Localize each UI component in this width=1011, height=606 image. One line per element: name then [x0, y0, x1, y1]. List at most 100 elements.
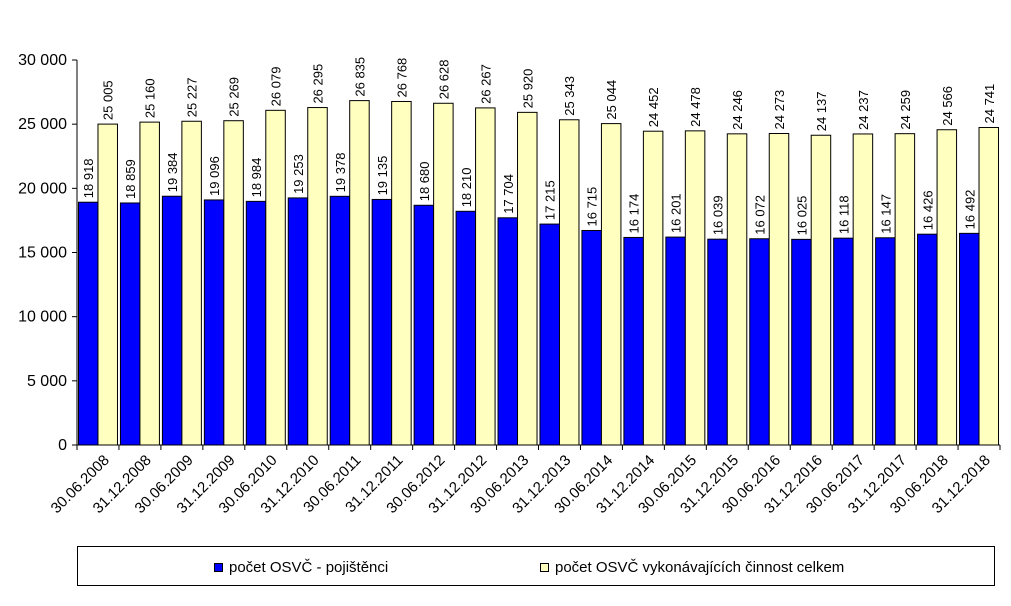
data-label-series-2: 26 267	[478, 64, 493, 104]
data-label-series-1: 16 025	[794, 196, 809, 236]
data-label-series-1: 18 210	[459, 168, 474, 208]
legend-label-series-2: počet OSVČ vykonávajících činnost celkem	[555, 559, 845, 576]
bar-series-1	[833, 237, 854, 446]
data-label-series-1: 19 253	[291, 154, 306, 194]
data-label-series-1: 16 147	[878, 194, 893, 234]
data-label-series-2: 24 478	[688, 87, 703, 127]
bar-series-2	[894, 133, 916, 446]
legend: počet OSVČ - pojištěnci počet OSVČ vykon…	[77, 546, 995, 586]
data-label-series-2: 26 835	[352, 57, 367, 97]
data-label-series-2: 24 566	[940, 86, 955, 126]
data-label-series-2: 25 343	[562, 76, 577, 116]
y-tick-label: 5 000	[27, 373, 67, 390]
bar-series-2	[97, 123, 118, 446]
bar-series-2	[600, 123, 622, 446]
bar-series-2	[391, 100, 412, 446]
data-label-series-1: 18 680	[417, 162, 432, 202]
bar-series-2	[223, 120, 244, 446]
bar-series-2	[978, 126, 1000, 446]
data-label-series-2: 24 137	[814, 91, 829, 131]
bar-series-2	[307, 107, 328, 446]
bar-series-1	[917, 233, 938, 446]
legend-item-series-2: počet OSVČ vykonávajících činnost celkem	[540, 559, 844, 576]
data-label-series-1: 16 174	[627, 194, 642, 234]
data-label-series-1: 17 215	[543, 180, 558, 220]
data-label-series-2: 24 273	[772, 90, 787, 130]
data-label-series-1: 19 135	[375, 156, 390, 196]
data-label-series-1: 16 426	[920, 190, 935, 230]
data-label-series-2: 24 237	[856, 90, 871, 130]
bar-series-2	[726, 133, 748, 446]
data-label-series-1: 17 704	[501, 174, 516, 214]
bar-series-2	[139, 121, 160, 446]
bar-series-1	[413, 204, 435, 446]
data-label-series-1: 19 384	[165, 152, 180, 192]
bar-series-1	[119, 202, 141, 446]
data-label-series-1: 16 201	[669, 193, 684, 233]
data-label-series-1: 16 715	[585, 187, 600, 227]
bar-series-1	[959, 232, 980, 446]
bar-series-1	[203, 199, 225, 446]
legend-item-series-1: počet OSVČ - pojištěnci	[214, 559, 388, 576]
bar-series-2	[349, 100, 370, 446]
data-label-series-2: 24 259	[898, 90, 913, 130]
bar-series-1	[791, 238, 812, 446]
data-label-series-2: 25 227	[185, 77, 200, 117]
data-label-series-2: 25 920	[520, 69, 535, 109]
bar-series-2	[936, 129, 958, 446]
legend-swatch-series-1	[214, 563, 223, 572]
bar-series-1	[539, 223, 560, 446]
bar-series-1	[287, 197, 309, 446]
y-tick-label: 10 000	[18, 309, 67, 326]
data-label-series-2: 26 079	[269, 67, 284, 107]
bar-series-1	[245, 200, 267, 446]
legend-label-series-1: počet OSVČ - pojištěnci	[229, 559, 389, 576]
bar-series-1	[707, 238, 728, 446]
data-label-series-2: 25 269	[227, 77, 242, 117]
bar-series-2	[433, 102, 454, 446]
bar-series-2	[265, 109, 286, 446]
data-label-series-2: 25 005	[101, 80, 116, 120]
data-label-series-2: 26 295	[311, 64, 326, 104]
bar-series-1	[371, 198, 393, 446]
bar-series-1	[581, 229, 602, 446]
legend-swatch-series-2	[540, 563, 549, 572]
bar-series-1	[329, 195, 351, 446]
bar-series-1	[161, 195, 183, 446]
bar-series-1	[665, 236, 686, 446]
y-tick-label: 25 000	[18, 116, 67, 133]
bar-series-1	[497, 217, 519, 446]
bar-series-2	[852, 133, 874, 446]
bar-series-2	[181, 120, 202, 446]
bar-series-2	[642, 130, 664, 446]
y-tick-label: 0	[58, 437, 67, 454]
data-label-series-1: 16 039	[711, 195, 726, 235]
bar-series-2	[475, 107, 496, 446]
bar-series-1	[749, 238, 770, 446]
data-label-series-2: 26 768	[394, 58, 409, 98]
bar-series-2	[558, 119, 580, 446]
data-label-series-2: 25 160	[143, 78, 158, 118]
data-label-series-1: 18 984	[249, 158, 264, 198]
bar-series-2	[768, 132, 790, 446]
data-label-series-1: 19 378	[333, 153, 348, 193]
bar-series-1	[623, 236, 644, 446]
y-tick-label: 15 000	[18, 245, 67, 262]
bar-series-2	[684, 130, 706, 446]
data-label-series-2: 26 628	[436, 60, 451, 100]
y-tick-label: 30 000	[18, 52, 67, 69]
data-label-series-1: 19 096	[207, 156, 222, 196]
bar-series-1	[875, 237, 896, 446]
data-label-series-1: 16 072	[753, 195, 768, 235]
data-label-series-1: 16 118	[836, 195, 851, 234]
data-label-series-1: 18 859	[123, 159, 138, 199]
bar-series-1	[455, 210, 477, 446]
y-tick-label: 20 000	[18, 180, 67, 197]
data-label-series-2: 25 044	[604, 80, 619, 120]
bar-series-2	[810, 134, 832, 446]
data-label-series-2: 24 741	[982, 84, 997, 124]
data-label-series-1: 16 492	[962, 190, 977, 230]
data-label-series-2: 24 452	[646, 87, 661, 127]
